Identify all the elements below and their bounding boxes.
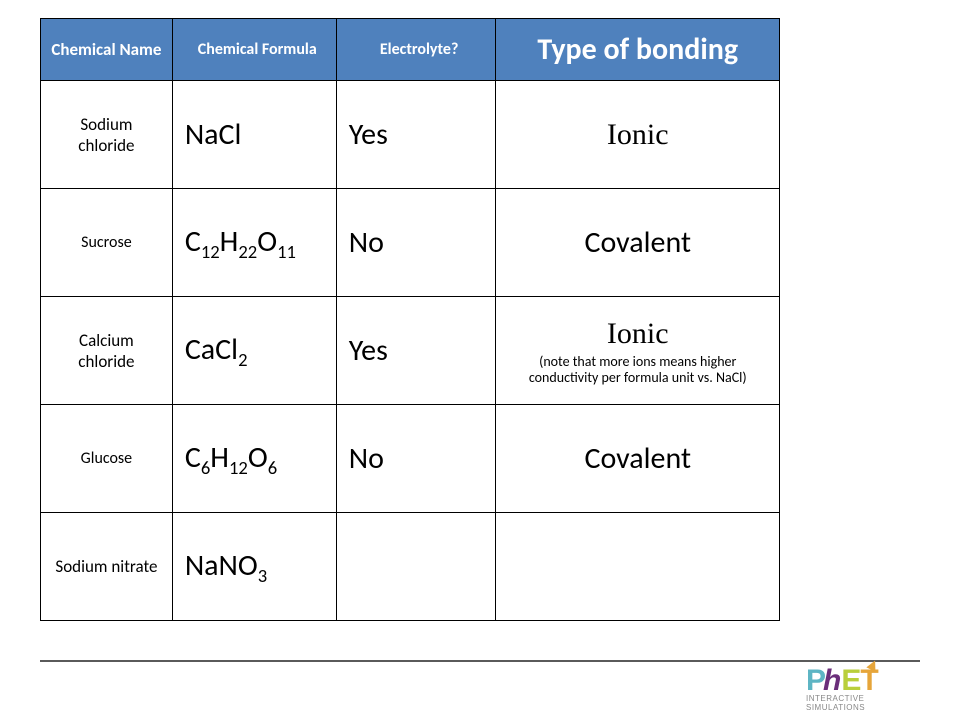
bonding-label: Covalent [584,440,691,477]
cell-name: Glucose [41,405,173,513]
bonding-label: Ionic [607,317,669,350]
table-header-row: Chemical Name Chemical Formula Electroly… [41,19,780,81]
table-row: GlucoseC6H12O6No Covalent [41,405,780,513]
cell-formula: CaCl2 [172,297,336,405]
cell-electrolyte: Yes [336,81,496,189]
cell-bonding: Covalent [496,405,780,513]
footer-rule [40,660,920,662]
bonding-label: Covalent [584,224,691,261]
cell-name: Sucrose [41,189,173,297]
cell-formula: NaCl [172,81,336,189]
bonding-note: (note that more ions means higher conduc… [506,354,769,386]
cell-formula: C6H12O6 [172,405,336,513]
cell-name: Sodium nitrate [41,513,173,621]
cell-formula: NaNO3 [172,513,336,621]
table-body: Sodium chlorideNaClYes Ionic SucroseC12H22… [41,81,780,621]
table-row: Calcium chlorideCaCl2Yes Ionic (note that … [41,297,780,405]
col-header-bonding: Type of bonding [496,19,780,81]
cell-name: Calcium chloride [41,297,173,405]
cell-name: Sodium chloride [41,81,173,189]
table-row: Sodium nitrateNaNO3 [41,513,780,621]
cell-electrolyte: Yes [336,297,496,405]
col-header-electrolyte: Electrolyte? [336,19,496,81]
cell-bonding: Ionic (note that more ions means higher c… [496,297,780,405]
phet-logo: PhET INTERACTIVE SIMULATIONS [806,666,926,710]
logo-wordmark: PhET [806,666,926,696]
table-row: SucroseC12H22O11No Covalent [41,189,780,297]
cell-electrolyte: No [336,405,496,513]
logo-letter-h: h [823,664,840,697]
slide: Chemical Name Chemical Formula Electroly… [0,0,960,720]
cell-electrolyte [336,513,496,621]
col-header-name: Chemical Name [41,19,173,81]
cell-bonding [496,513,780,621]
cell-formula: C12H22O11 [172,189,336,297]
cell-bonding: Ionic [496,81,780,189]
cell-electrolyte: No [336,189,496,297]
cell-bonding: Covalent [496,189,780,297]
logo-letter-e: E [841,664,860,697]
bonding-label: Ionic [607,118,669,151]
table-row: Sodium chlorideNaClYes Ionic [41,81,780,189]
col-header-formula: Chemical Formula [172,19,336,81]
bonding-table: Chemical Name Chemical Formula Electroly… [40,18,780,621]
